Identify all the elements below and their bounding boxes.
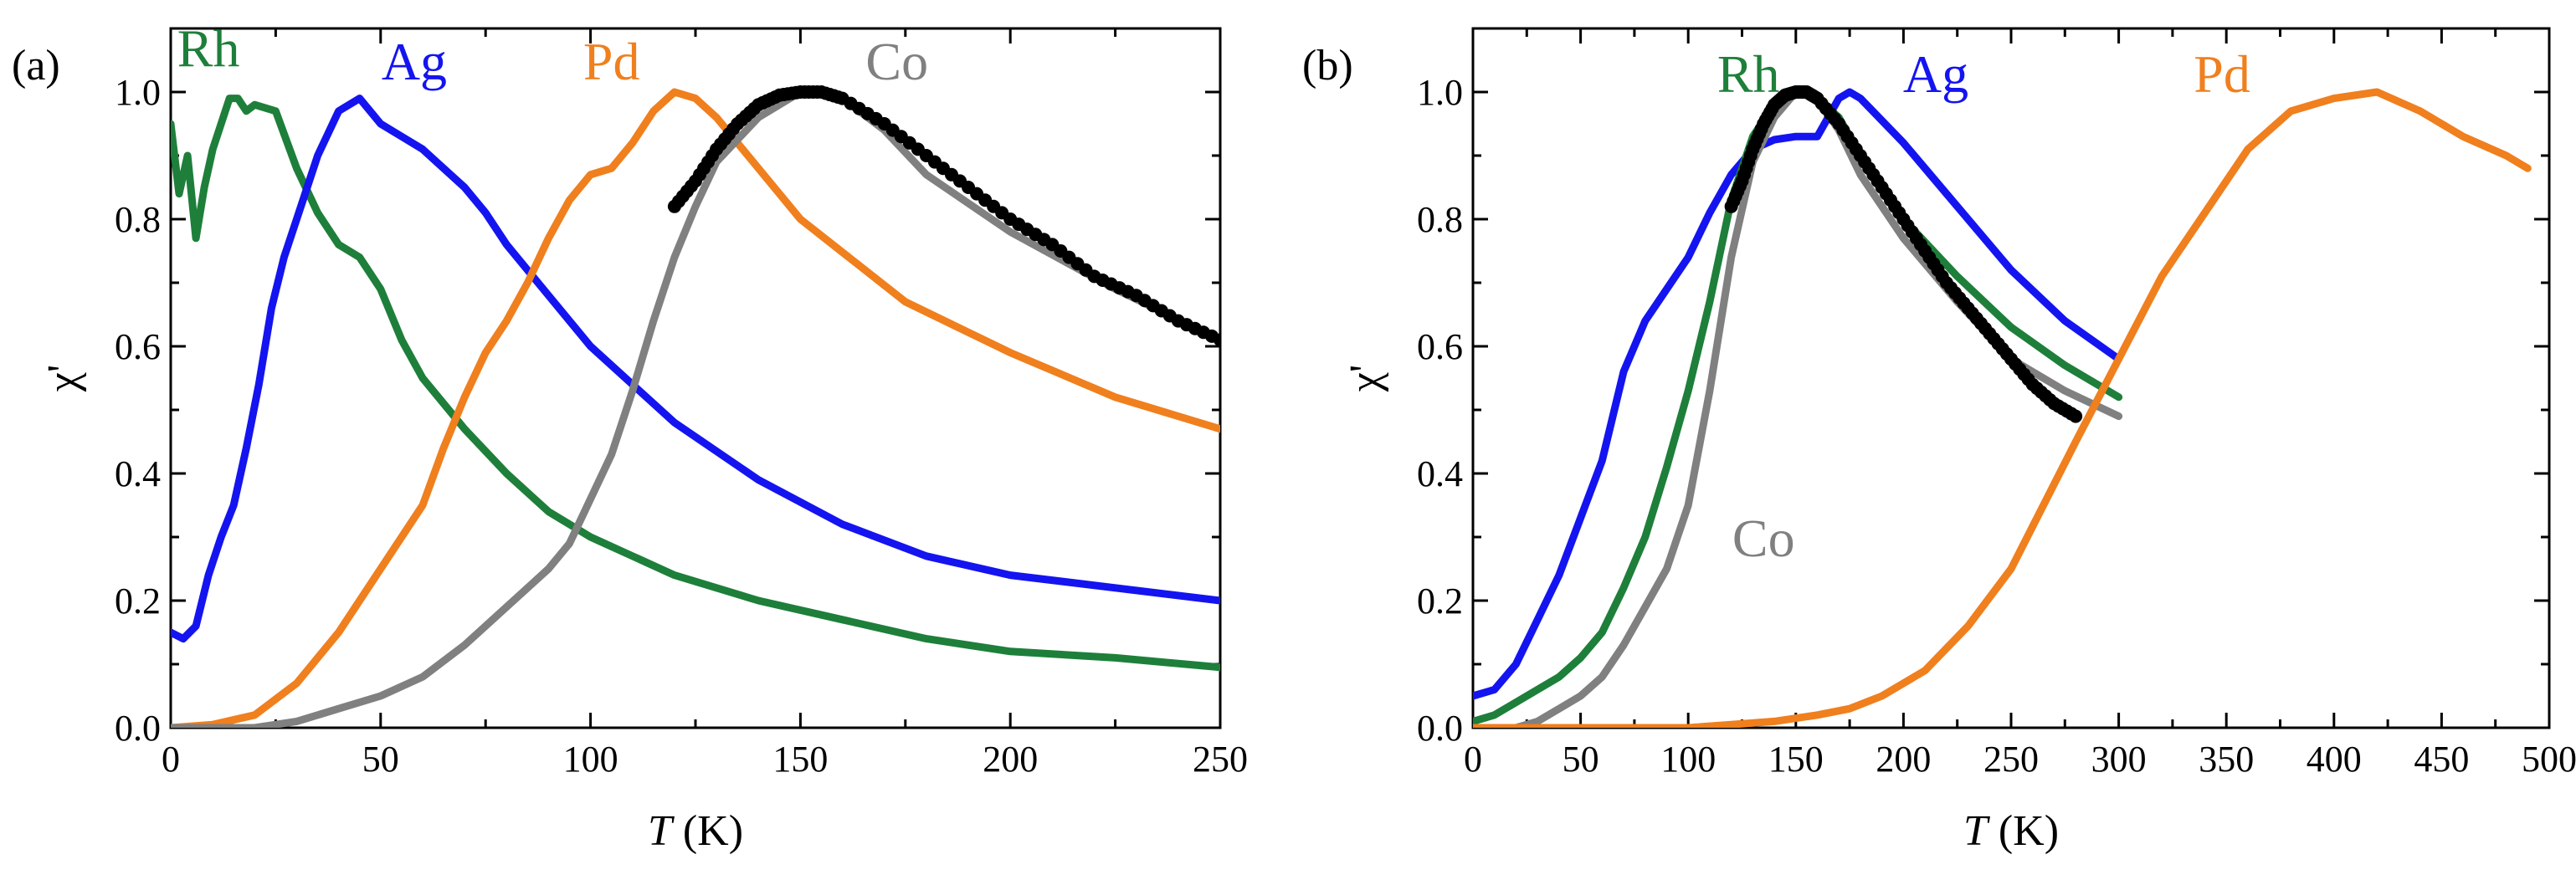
panel-a-label-ag: Ag <box>382 32 447 91</box>
panel-b-x-axis-unit: (K) <box>1988 807 2059 855</box>
panel-a-x-axis-label: T (K) <box>648 807 743 855</box>
panel-a-series-co-data-point <box>1214 333 1220 347</box>
panel-b-series-pd-line <box>1473 88 2532 728</box>
panel-b-x-tick-label: 0 <box>1464 739 1482 780</box>
panel-b-label-co: Co <box>1732 509 1795 568</box>
panel-b-y-tick-label: 0.4 <box>1417 453 1463 494</box>
panel-a-y-tick-label: 0.6 <box>115 326 161 367</box>
panel-a-y-tick-label: 0.0 <box>115 708 161 749</box>
panel-b-series-co-line <box>1473 88 2123 728</box>
panel-b-series-group <box>1473 85 2532 728</box>
panel-a-series-co-data <box>667 85 1220 347</box>
panel-a-x-axis-unit: (K) <box>672 807 743 855</box>
panel-a-y-tick-label: 0.2 <box>115 581 161 622</box>
panel-b-y-tick-label: 0.6 <box>1417 326 1463 367</box>
panel-b-x-tick-label: 150 <box>1768 739 1824 780</box>
panel-a-x-tick-label: 250 <box>1193 739 1248 780</box>
panel-b-x-tick-label: 400 <box>2307 739 2362 780</box>
panel-a-x-tick-label: 50 <box>362 739 399 780</box>
panel-b-panel-tag: (b) <box>1302 42 1353 90</box>
panel-b-x-tick-label: 450 <box>2414 739 2469 780</box>
panel-b-x-tick-label: 50 <box>1563 739 1599 780</box>
panel-a-x-tick-label: 150 <box>772 739 828 780</box>
panel-b-x-axis-variable: T <box>1963 807 1990 855</box>
panel-b-label-ag: Ag <box>1903 44 1968 104</box>
panel-b-series-co-data <box>1724 85 2083 423</box>
panel-b-series-co-data-point <box>2069 409 2083 423</box>
panel-b-y-tick-label: 0.2 <box>1417 581 1463 622</box>
panel-b-series-rh-line <box>1473 88 2123 725</box>
panel-a-series-pd-line <box>171 88 1220 728</box>
panel-a-x-axis-variable: T <box>648 807 675 855</box>
panel-b: 0 50 100 150 200 250 300 350 400 450 500 0.0 0.2 0.4 0… <box>1302 27 2576 855</box>
panel-a-label-rh: Rh <box>177 19 240 79</box>
panel-a-x-tick-label: 0 <box>162 739 180 780</box>
panel-b-label-rh: Rh <box>1717 44 1780 104</box>
panel-a-y-axis-label: χ' <box>39 365 87 392</box>
panel-a-y-tick-label: 0.4 <box>115 453 161 494</box>
panel-a-panel-tag: (a) <box>12 42 60 90</box>
panel-b-x-tick-label: 200 <box>1876 739 1931 780</box>
panel-b-x-tick-label: 350 <box>2199 739 2254 780</box>
panel-a-series-ag-line <box>171 95 1220 643</box>
panel-b-y-tick-label: 1.0 <box>1417 72 1463 113</box>
panel-b-y-tick-label: 0.8 <box>1417 199 1463 240</box>
panel-b-y-axis-label: χ' <box>1342 365 1389 392</box>
panel-a-series-group <box>171 85 1220 728</box>
panel-a-series-rh-line <box>171 95 1220 672</box>
panel-b-x-tick-label: 300 <box>2091 739 2147 780</box>
panel-b-series-ag-line <box>1473 88 2123 700</box>
panel-b-label-pd: Pd <box>2194 44 2250 104</box>
panel-a: 0 50 100 150 200 250 0.0 0.2 0.4 0.6 0.8 1.0 T (K) χ'… <box>12 19 1248 855</box>
panel-b-x-tick-label: 500 <box>2522 739 2576 780</box>
panel-a-label-pd: Pd <box>583 32 640 91</box>
panel-a-label-co: Co <box>865 32 928 91</box>
panel-b-y-tick-label: 0.0 <box>1417 708 1463 749</box>
panel-a-x-tick-label: 200 <box>983 739 1038 780</box>
panel-b-x-tick-label: 100 <box>1660 739 1716 780</box>
panel-a-y-tick-label: 0.8 <box>115 199 161 240</box>
panel-a-x-tick-label: 100 <box>563 739 618 780</box>
panel-b-x-tick-label: 250 <box>1983 739 2039 780</box>
panel-b-x-axis-label: T (K) <box>1963 807 2059 855</box>
panel-a-y-tick-label: 1.0 <box>115 72 161 113</box>
